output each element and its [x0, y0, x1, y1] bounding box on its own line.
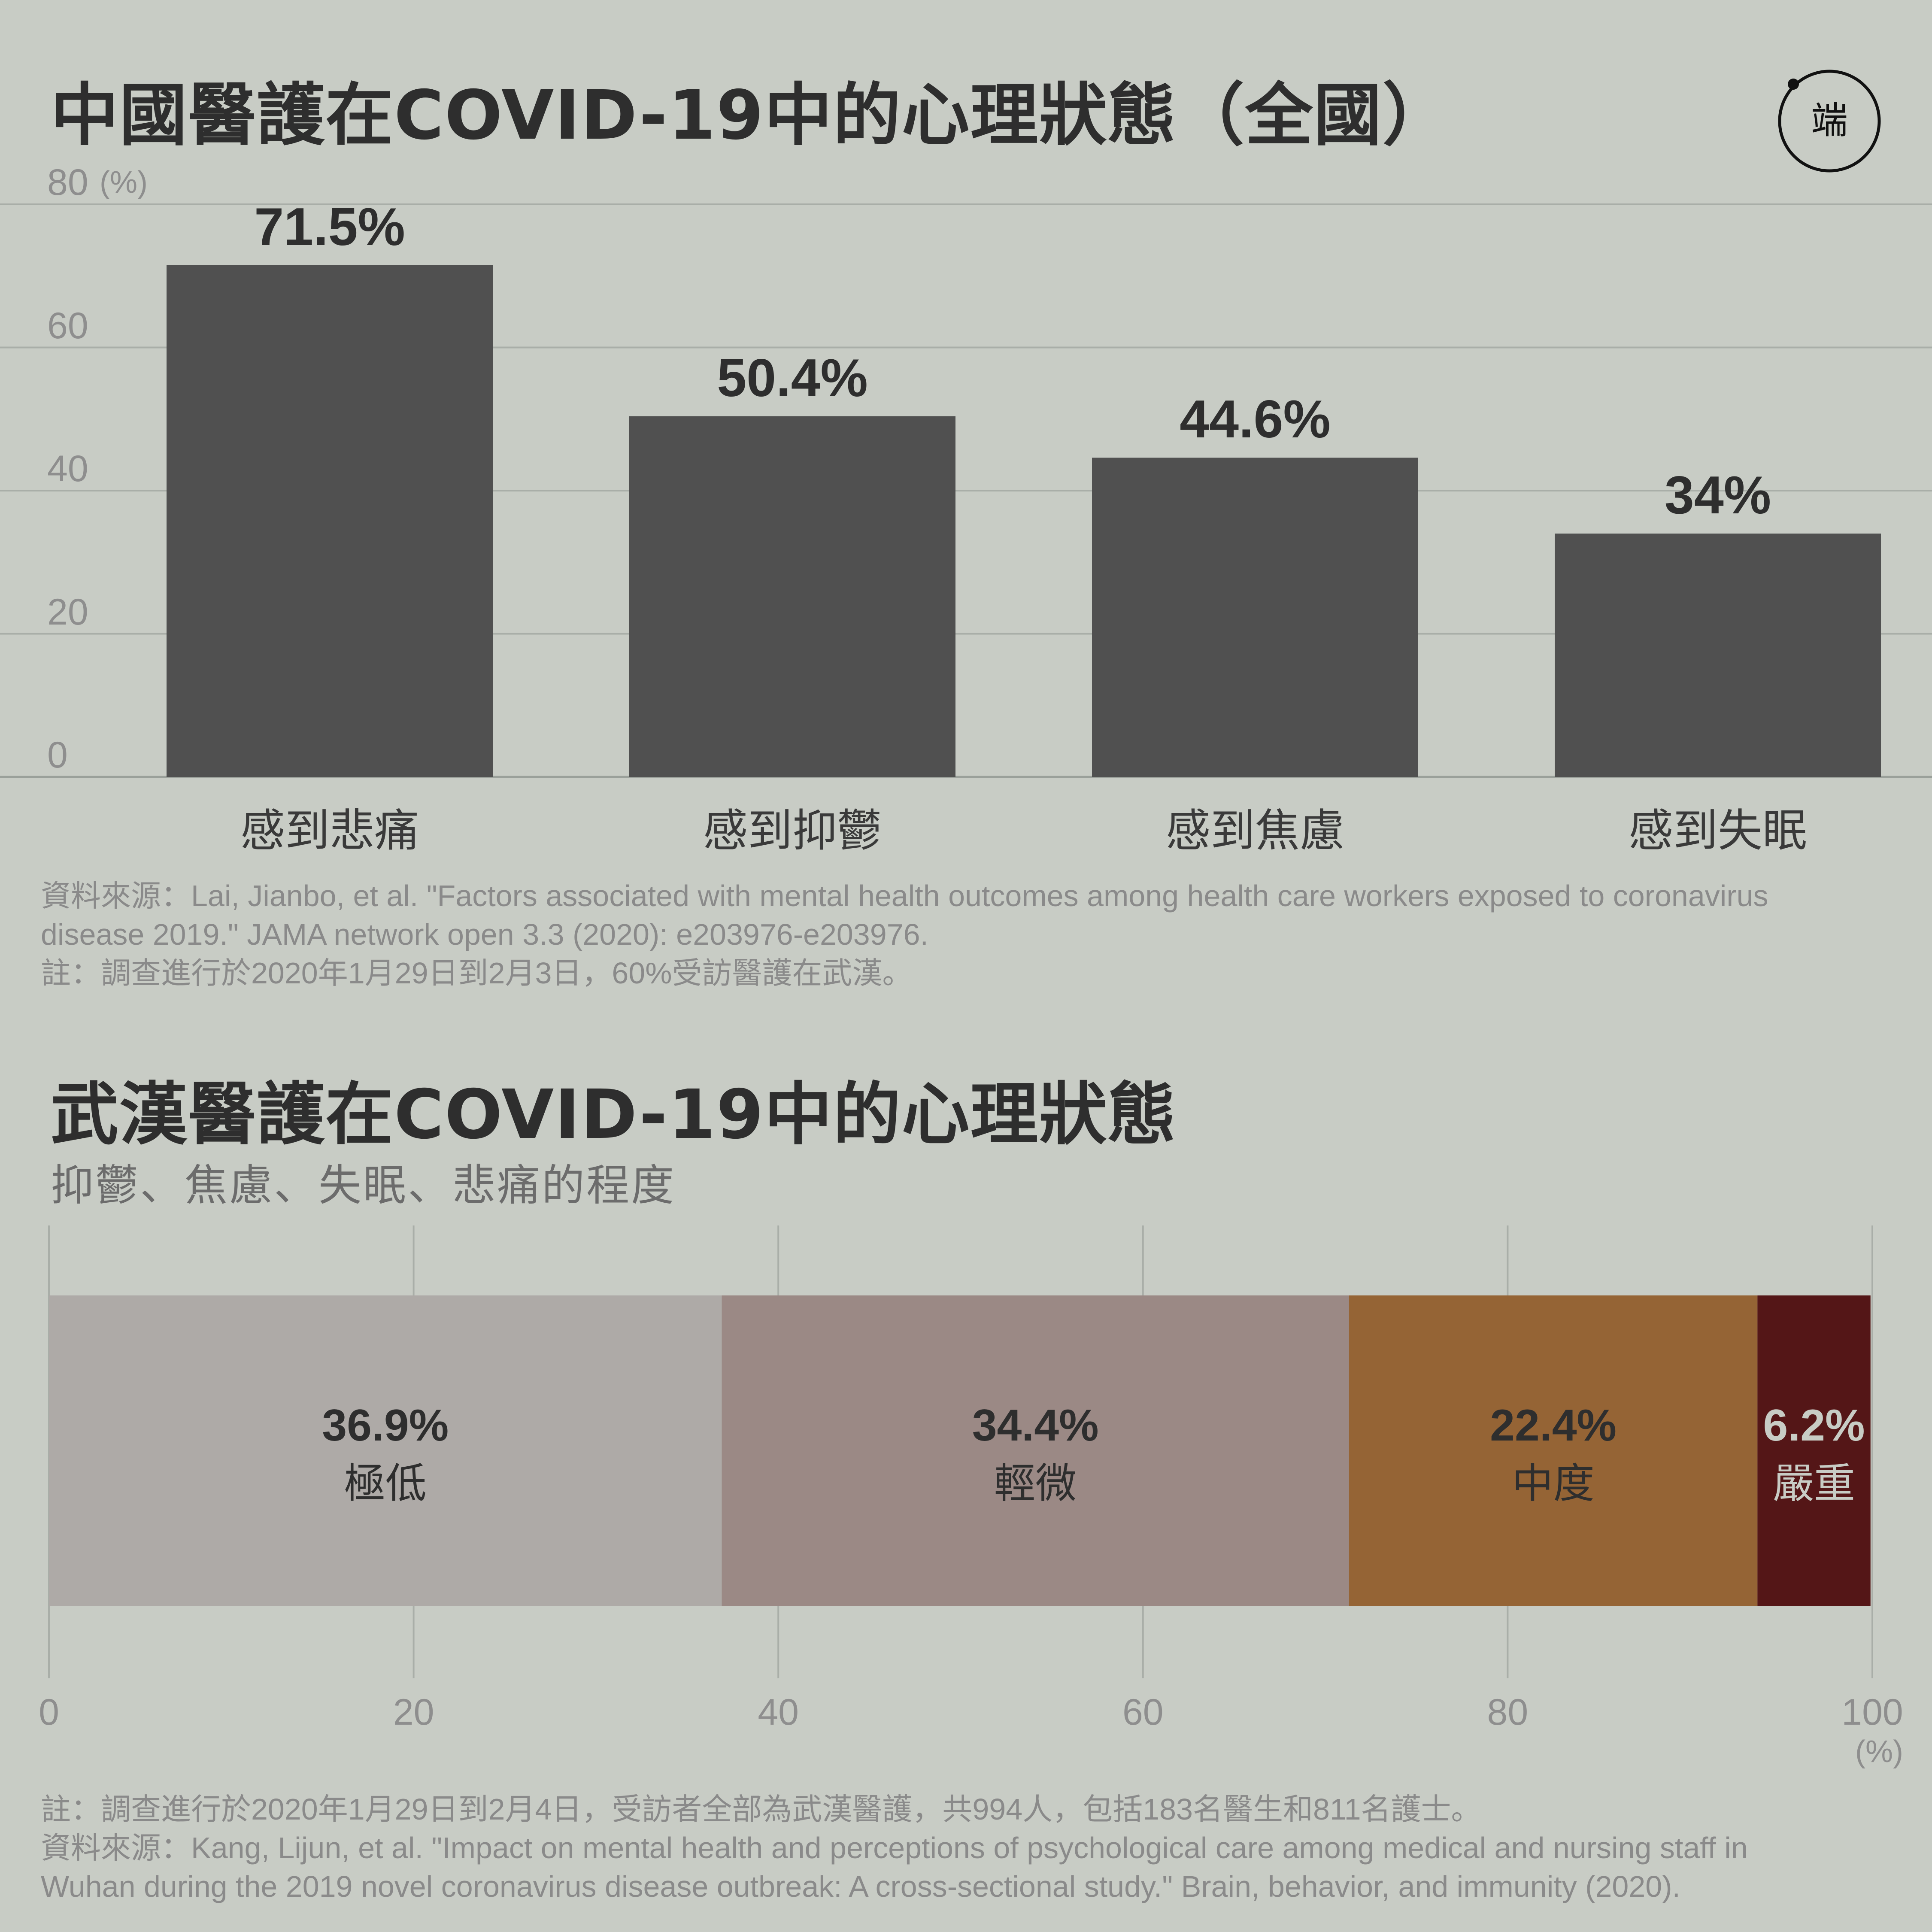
stacked-segment — [1757, 1295, 1871, 1606]
bar — [1092, 458, 1418, 777]
chart2-title: 武漢醫護在COVID-19中的心理狀態 — [51, 1075, 1177, 1154]
segment-name-label: 嚴重 — [1773, 1459, 1856, 1507]
segment-name-label: 輕微 — [994, 1459, 1077, 1507]
chart1-plot — [0, 203, 1932, 778]
chart1-y-unit: (%) — [100, 165, 148, 200]
bar — [167, 265, 493, 777]
x-category-label: 感到焦慮 — [1165, 804, 1344, 857]
note-line: 資料來源：Kang, Lijun, et al. "Impact on ment… — [41, 1831, 1748, 1865]
x-category-label: 感到抑鬱 — [703, 804, 882, 857]
stacked-segment — [1349, 1295, 1758, 1606]
segment-value-label: 6.2% — [1763, 1401, 1865, 1450]
source-line: 註：調查進行於2020年1月29日到2月3日，60%受訪醫護在武漢。 — [41, 956, 913, 990]
bar-value-label: 50.4% — [717, 348, 868, 408]
bar — [1555, 534, 1881, 777]
chart1-source: 資料來源：Lai, Jianbo, et al. "Factors associ… — [41, 877, 1768, 992]
segment-value-label: 34.4% — [972, 1401, 1099, 1450]
logo-text: 端 — [1811, 100, 1848, 141]
bar — [629, 416, 955, 777]
segment-name-label: 中度 — [1512, 1459, 1595, 1507]
x-tick-label: 100 — [1841, 1692, 1903, 1733]
y-tick-label: 0 — [47, 734, 68, 776]
segment-value-label: 36.9% — [322, 1401, 449, 1450]
logo-icon: 端 — [1778, 70, 1881, 173]
x-category-label: 感到悲痛 — [240, 804, 419, 857]
source-line: 資料來源：Lai, Jianbo, et al. "Factors associ… — [41, 879, 1768, 913]
y-tick-label: 80 — [47, 162, 88, 203]
segment-name-label: 極低 — [344, 1459, 427, 1507]
y-tick-label: 20 — [47, 591, 88, 633]
x-category-label: 感到失眠 — [1628, 804, 1807, 857]
note-line: Wuhan during the 2019 novel coronavirus … — [41, 1870, 1680, 1903]
stacked-segment — [49, 1295, 722, 1606]
x-tick-label: 60 — [1122, 1692, 1164, 1733]
bar-value-label: 34% — [1664, 466, 1771, 525]
logo: 端 — [1777, 69, 1882, 174]
note-line: 註：調查進行於2020年1月29日到2月4日，受訪者全部為武漢醫護，共994人，… — [41, 1792, 1481, 1826]
x-tick-label: 40 — [758, 1692, 799, 1733]
chart1-title: 中國醫護在COVID-19中的心理狀態（全國） — [51, 76, 1451, 155]
chart2-notes: 註：調查進行於2020年1月29日到2月4日，受訪者全部為武漢醫護，共994人，… — [41, 1790, 1748, 1906]
chart2-subtitle: 抑鬱、焦慮、失眠、悲痛的程度 — [51, 1160, 676, 1210]
y-tick-label: 60 — [47, 305, 88, 346]
bar-value-label: 44.6% — [1180, 390, 1331, 449]
x-tick-label: 80 — [1487, 1692, 1529, 1733]
x-tick-label: 20 — [393, 1692, 434, 1733]
y-tick-label: 40 — [47, 448, 88, 489]
chart2-plot — [48, 1225, 1873, 1678]
bar-value-label: 71.5% — [254, 197, 405, 257]
stacked-segment — [722, 1295, 1349, 1606]
segment-value-label: 22.4% — [1490, 1401, 1617, 1450]
chart2-x-unit: (%) — [1855, 1735, 1903, 1769]
x-tick-label: 0 — [39, 1692, 59, 1733]
source-line: disease 2019." JAMA network open 3.3 (20… — [41, 918, 928, 951]
